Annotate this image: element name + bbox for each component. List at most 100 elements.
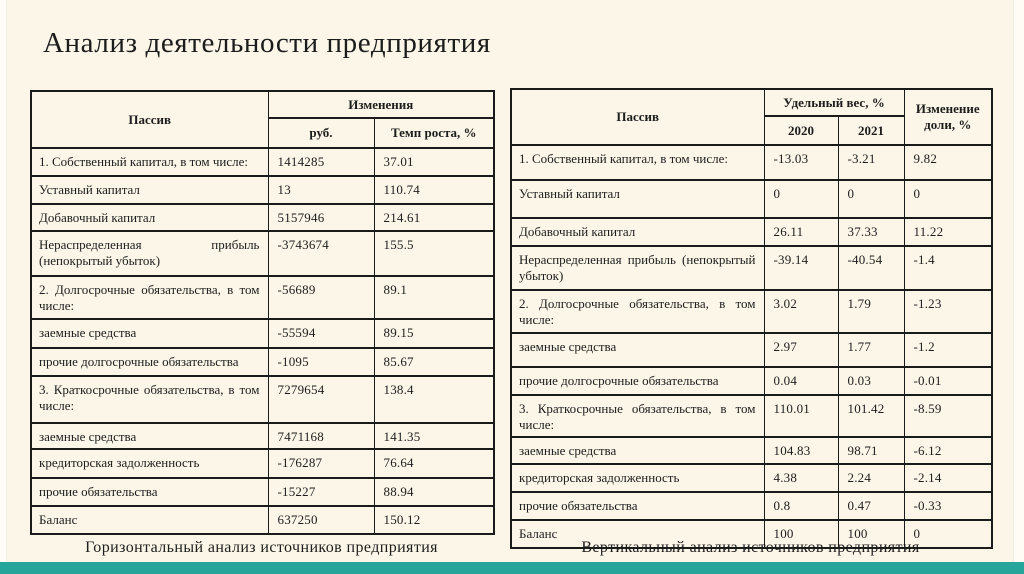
right-table-share-change-cell: -6.12: [903, 436, 993, 465]
right-table-share-change-cell: -0.01: [903, 365, 993, 396]
right-table-label-cell: 2. Долгосрочные обязательства, в том чис…: [510, 289, 765, 334]
left-table-rub-cell: 1414285: [267, 147, 375, 177]
left-table-growth-rate-cell: 89.1: [373, 275, 495, 320]
vertical-analysis-table: Пассив Удельный вес, % Изменение доли, %…: [510, 88, 993, 549]
left-table-row: Уставный капитал 13 110.74: [30, 175, 495, 205]
slide-title: Анализ деятельности предприятия: [43, 27, 491, 59]
left-table-growth-rate-cell: 150.12: [373, 505, 495, 536]
left-table-growth-rate-cell: 141.35: [373, 421, 495, 451]
right-table-body: 1. Собственный капитал, в том числе: -13.…: [510, 144, 993, 549]
left-table-subheader-row: руб. Темп роста, %: [31, 117, 495, 149]
left-table-row: Нераспределенная прибыль (непокрытый убы…: [30, 230, 495, 277]
right-table-label-cell: заемные средства: [510, 436, 765, 465]
left-table-rub-cell: -1095: [267, 347, 375, 377]
right-table-label-cell: Добавочный капитал: [510, 217, 765, 247]
left-table-label-cell: Баланс: [30, 505, 269, 536]
left-table-row: Добавочный капитал 5157946 214.61: [30, 203, 495, 232]
left-table-row: заемные средства 7471168 141.35: [30, 421, 495, 451]
right-table-row: Нераспределенная прибыль (непокрытый убы…: [510, 245, 993, 291]
right-table-row: кредиторская задолженность 4.38 2.24 -2.14: [510, 463, 993, 493]
left-table-label-cell: Уставный капитал: [30, 175, 269, 205]
right-table-2020-cell: 26.11: [763, 217, 839, 247]
right-table-2020-cell: -13.03: [763, 144, 839, 181]
right-table-2021-cell: -40.54: [837, 245, 905, 291]
right-table-subheader-row: 2020 2021: [511, 115, 992, 146]
left-table-label-cell: прочие долгосрочные обязательства: [30, 347, 269, 377]
right-table-2021-cell: 98.71: [837, 436, 905, 465]
right-table-2020-cell: 0: [763, 179, 839, 219]
left-table-label-cell: Нераспределенная прибыль (непокрытый убы…: [30, 230, 269, 277]
right-table-share-change-cell: -1.2: [903, 331, 993, 368]
right-table-share-change-cell: -1.23: [903, 289, 993, 334]
right-header-share-change: Изменение доли, %: [903, 88, 993, 146]
right-header-2021: 2021: [837, 115, 905, 146]
right-header-2020: 2020: [763, 115, 839, 146]
left-table-growth-rate-cell: 214.61: [373, 203, 495, 232]
right-table-label-cell: кредиторская задолженность: [510, 463, 765, 493]
right-table-share-change-cell: -0.33: [903, 491, 993, 521]
left-table-label-cell: 1. Собственный капитал, в том числе:: [30, 147, 269, 177]
left-table-row: 1. Собственный капитал, в том числе: 1414…: [30, 147, 495, 177]
left-table-growth-rate-cell: 88.94: [373, 477, 495, 508]
left-table-rub-cell: 5157946: [267, 203, 375, 232]
right-table-label-cell: прочие долгосрочные обязательства: [510, 365, 765, 396]
right-table-row: заемные средства 2.97 1.77 -1.2: [510, 331, 993, 368]
right-table-label-cell: Баланс: [510, 519, 765, 549]
right-table-2021-cell: 1.79: [837, 289, 905, 334]
right-table-share-change-cell: 11.22: [903, 217, 993, 247]
right-table-label-cell: прочие обязательства: [510, 491, 765, 521]
left-table-growth-rate-cell: 76.64: [373, 448, 495, 480]
right-table-label-cell: Уставный капитал: [510, 179, 765, 219]
left-table-header-row: Пассив Изменения: [30, 90, 495, 149]
left-table-label-cell: Добавочный капитал: [30, 203, 269, 232]
right-table-label-cell: 3. Краткосрочные обязательства, в том чи…: [510, 393, 765, 438]
right-table-share-change-cell: 9.82: [903, 144, 993, 181]
right-table-header-row: Пассив Удельный вес, % Изменение доли, %: [510, 88, 993, 146]
right-table-caption: Вертикальный анализ источников предприят…: [581, 539, 920, 556]
left-table-row: Баланс 637250 150.12: [30, 505, 495, 536]
left-table-rub-cell: 7279654: [267, 375, 375, 424]
right-table-share-change-cell: -8.59: [903, 393, 993, 438]
right-table-2020-cell: 4.38: [763, 463, 839, 493]
right-table-row: 2. Долгосрочные обязательства, в том чис…: [510, 289, 993, 334]
right-header-share-weight: Удельный вес, %: [763, 88, 905, 117]
right-table-2020-cell: 110.01: [763, 393, 839, 438]
right-table-2021-cell: 101.42: [837, 393, 905, 438]
right-table-2021-cell: 0: [837, 179, 905, 219]
right-table-row: 3. Краткосрочные обязательства, в том чи…: [510, 393, 993, 438]
right-table-2020-cell: 0.04: [763, 365, 839, 396]
left-table-rub-cell: -3743674: [267, 230, 375, 277]
right-table-2021-cell: 37.33: [837, 217, 905, 247]
left-table-rub-cell: 637250: [267, 505, 375, 536]
left-table-rub-cell: 7471168: [267, 421, 375, 451]
left-edge-band: [0, 0, 7, 562]
right-table-share-change-cell: -1.4: [903, 245, 993, 291]
left-table-growth-rate-cell: 85.67: [373, 347, 495, 377]
right-table-row: прочие обязательства 0.8 0.47 -0.33: [510, 491, 993, 521]
right-table-2021-cell: 1.77: [837, 331, 905, 368]
right-table-row: Добавочный капитал 26.11 37.33 11.22: [510, 217, 993, 247]
left-table-growth-rate-cell: 89.15: [373, 318, 495, 349]
left-table-label-cell: заемные средства: [30, 421, 269, 451]
left-table-label-cell: 2. Долгосрочные обязательства, в том чис…: [30, 275, 269, 320]
left-table-rub-cell: -15227: [267, 477, 375, 508]
right-table-row: заемные средства 104.83 98.71 -6.12: [510, 436, 993, 465]
left-table-row: прочие обязательства -15227 88.94: [30, 477, 495, 508]
right-edge-band: [1013, 0, 1024, 562]
right-table-label-cell: Нераспределенная прибыль (непокрытый убы…: [510, 245, 765, 291]
left-header-rub: руб.: [267, 117, 375, 149]
left-table-rub-cell: 13: [267, 175, 375, 205]
right-table-row: Баланс 100 100 0: [510, 519, 993, 549]
right-table-2021-cell: 100: [837, 519, 905, 549]
right-table-2021-cell: -3.21: [837, 144, 905, 181]
bottom-accent-bar: [0, 562, 1024, 574]
left-table-growth-rate-cell: 155.5: [373, 230, 495, 277]
left-table-caption: Горизонтальный анализ источников предпри…: [85, 539, 438, 556]
left-table-label-cell: кредиторская задолженность: [30, 448, 269, 480]
left-table-row: 2. Долгосрочные обязательства, в том чис…: [30, 275, 495, 320]
left-table-body: 1. Собственный капитал, в том числе: 1414…: [30, 147, 495, 536]
left-table-row: кредиторская задолженность -176287 76.64: [30, 448, 495, 480]
right-table-2021-cell: 0.03: [837, 365, 905, 396]
left-table-label-cell: прочие обязательства: [30, 477, 269, 508]
left-table-rub-cell: -176287: [267, 448, 375, 480]
